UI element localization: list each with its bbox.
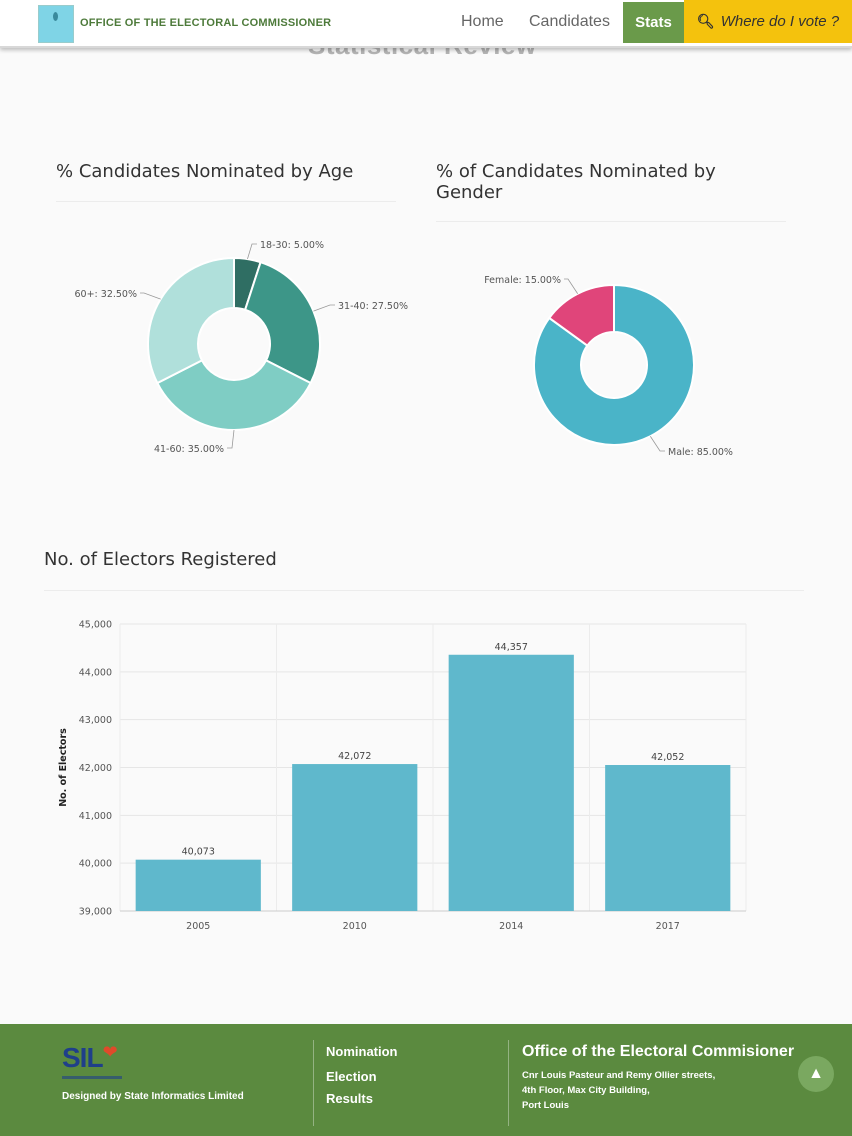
nav-home-link[interactable]: Home [461,13,504,30]
y-tick-label: 43,000 [79,715,112,726]
bar-2010 [292,764,418,911]
y-tick-label: 44,000 [79,667,112,678]
footer-office-name: Office of the Electoral Commisioner [522,1043,795,1060]
pie-leader-line [227,429,235,449]
bar-value-label: 44,357 [495,642,528,653]
y-tick-label: 45,000 [79,620,112,631]
x-tick-label: 2017 [656,921,680,932]
flag-icon: ❤︎ [102,1042,118,1062]
footer-divider [508,1040,509,1126]
x-tick-label: 2005 [186,921,210,932]
footer-link-election[interactable]: Election [326,1069,377,1084]
y-tick-label: 39,000 [79,907,112,918]
pie-slice-41-60 [156,358,312,431]
top-navbar: OFFICE OF THE ELECTORAL COMMISSIONER Hom… [0,0,852,48]
sil-logo: SIL❤︎ [62,1042,118,1073]
footer-address-line: 4th Floor, Max City Building, [522,1085,650,1096]
electors-chart-title: No. of Electors Registered [44,549,277,570]
pie-leader-line [564,278,579,294]
y-tick-label: 41,000 [79,811,112,822]
pie-leader-line [140,292,161,300]
pie-data-label: Female: 15.00% [484,275,561,286]
logo-underline [62,1076,122,1079]
footer-address-line: Port Louis [522,1100,569,1111]
age-chart-title: % Candidates Nominated by Age [56,161,354,182]
where-do-i-vote-button[interactable]: 🔍︎ Where do I vote ? [684,0,852,43]
brand-title[interactable]: OFFICE OF THE ELECTORAL COMMISSIONER [80,17,332,29]
pie-slice-male [533,283,695,446]
nav-candidates-link[interactable]: Candidates [529,13,610,30]
y-tick-label: 40,000 [79,859,112,870]
pie-data-label: Male: 85.00% [668,447,733,458]
y-axis-label: No. of Electors [58,728,69,807]
bar-2014 [448,654,574,911]
gender-chart-title: % of Candidates Nominated by Gender [436,161,716,203]
pie-data-label: 18-30: 5.00% [260,240,324,251]
y-tick-label: 42,000 [79,763,112,774]
bar-2017 [605,765,731,911]
pie-leader-line [247,243,257,260]
x-tick-label: 2010 [343,921,367,932]
bar-value-label: 42,052 [651,752,684,763]
chevron-up-icon: ▲ [808,1065,824,1082]
commission-logo[interactable] [38,5,74,43]
where-do-i-vote-label: Where do I vote ? [720,13,840,30]
footer-address-line: Cnr Louis Pasteur and Remy Ollier street… [522,1070,716,1081]
charts-canvas: 18-30: 5.00% 31-40: 27.50% 41-60: 35.00% 60… [58,240,747,932]
search-icon: 🔍︎ [696,13,715,29]
footer: SIL❤︎ Designed by State Informatics Limi… [0,1024,852,1136]
pie-data-label: 60+: 32.50% [75,289,138,300]
footer-link-nomination[interactable]: Nomination [326,1044,398,1059]
pie-data-label: 41-60: 35.00% [154,444,224,455]
bar-value-label: 40,073 [182,847,215,858]
pie-slice-60- [147,256,235,385]
pie-leader-line [649,436,665,452]
pie-data-label: 31-40: 27.50% [338,301,408,312]
pie-slice-female [547,283,615,347]
pie-leader-line [313,304,335,312]
bar-2005 [135,859,261,911]
pie-slice-31-40 [243,260,321,385]
nav-stats-link[interactable]: Stats [623,2,684,43]
footer-link-results[interactable]: Results [326,1091,373,1106]
x-tick-label: 2014 [499,921,523,932]
scroll-to-top-button[interactable]: ▲ [798,1056,834,1092]
footer-divider [313,1040,314,1126]
designed-by-text: Designed by State Informatics Limited [62,1091,244,1102]
bar-value-label: 42,072 [338,751,371,762]
